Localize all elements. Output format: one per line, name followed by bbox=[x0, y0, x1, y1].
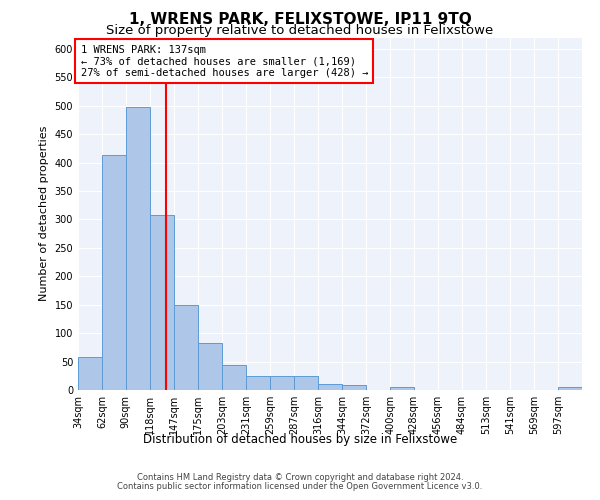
Bar bbox=[246, 376, 270, 390]
Bar bbox=[102, 155, 126, 390]
Bar bbox=[126, 108, 149, 390]
Bar bbox=[270, 376, 294, 390]
Text: Size of property relative to detached houses in Felixstowe: Size of property relative to detached ho… bbox=[106, 24, 494, 37]
Y-axis label: Number of detached properties: Number of detached properties bbox=[39, 126, 49, 302]
Bar bbox=[343, 386, 366, 390]
Text: Contains HM Land Registry data © Crown copyright and database right 2024.: Contains HM Land Registry data © Crown c… bbox=[137, 473, 463, 482]
Text: Contains public sector information licensed under the Open Government Licence v3: Contains public sector information licen… bbox=[118, 482, 482, 491]
Bar bbox=[319, 384, 343, 390]
Bar bbox=[149, 216, 175, 390]
Bar bbox=[294, 376, 319, 390]
Text: Distribution of detached houses by size in Felixstowe: Distribution of detached houses by size … bbox=[143, 432, 457, 446]
Bar bbox=[175, 304, 198, 390]
Bar bbox=[198, 344, 222, 390]
Bar bbox=[558, 387, 582, 390]
Bar bbox=[390, 387, 414, 390]
Text: 1 WRENS PARK: 137sqm
← 73% of detached houses are smaller (1,169)
27% of semi-de: 1 WRENS PARK: 137sqm ← 73% of detached h… bbox=[80, 44, 368, 78]
Bar bbox=[78, 357, 102, 390]
Text: 1, WRENS PARK, FELIXSTOWE, IP11 9TQ: 1, WRENS PARK, FELIXSTOWE, IP11 9TQ bbox=[128, 12, 472, 28]
Bar bbox=[222, 365, 246, 390]
